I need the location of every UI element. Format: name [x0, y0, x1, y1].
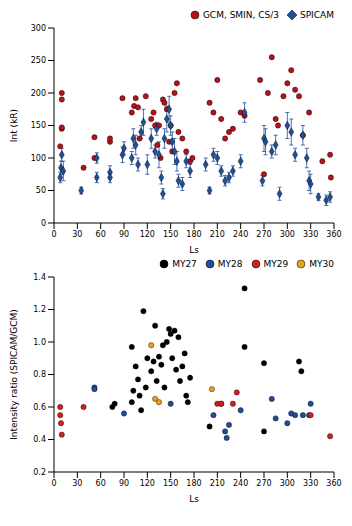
svg-text:210: 210 [210, 479, 225, 488]
svg-text:0: 0 [51, 479, 56, 488]
svg-text:60: 60 [96, 479, 106, 488]
svg-text:100: 100 [31, 154, 46, 163]
svg-text:Ls: Ls [189, 494, 199, 504]
svg-text:200: 200 [31, 89, 46, 98]
svg-text:0.4: 0.4 [33, 435, 46, 444]
svg-text:360: 360 [326, 479, 341, 488]
html-text:MY30: MY30 [309, 259, 334, 269]
svg-text:1.2: 1.2 [33, 305, 46, 314]
svg-text:150: 150 [163, 230, 178, 239]
svg-text:Intensity ratio (SPICAM/GCM): Intensity ratio (SPICAM/GCM) [9, 309, 19, 440]
svg-text:330: 330 [303, 479, 318, 488]
svg-text:90: 90 [119, 479, 129, 488]
svg-text:360: 360 [326, 230, 341, 239]
svg-text:180: 180 [186, 230, 201, 239]
svg-text:0.2: 0.2 [33, 468, 46, 477]
svg-text:120: 120 [140, 479, 155, 488]
svg-text:300: 300 [280, 230, 295, 239]
svg-text:270: 270 [256, 479, 271, 488]
svg-text:300: 300 [31, 24, 46, 33]
svg-text:60: 60 [96, 230, 106, 239]
svg-text:180: 180 [186, 479, 201, 488]
html-text:MY29: MY29 [263, 259, 289, 269]
svg-text:Ls: Ls [189, 245, 199, 255]
svg-text:250: 250 [31, 56, 46, 65]
svg-text:1.0: 1.0 [33, 338, 46, 347]
svg-text:30: 30 [72, 479, 82, 488]
html-text:MY27: MY27 [172, 259, 197, 269]
svg-text:90: 90 [119, 230, 129, 239]
svg-text:150: 150 [31, 121, 46, 130]
svg-text:1.4: 1.4 [33, 273, 46, 282]
svg-text:240: 240 [233, 479, 248, 488]
svg-text:50: 50 [36, 186, 46, 195]
svg-text:0.6: 0.6 [33, 403, 46, 412]
svg-text:Int (kR): Int (kR) [9, 109, 19, 142]
html-text:GCM, SMIN, CS/3: GCM, SMIN, CS/3 [202, 10, 279, 20]
svg-text:270: 270 [256, 230, 271, 239]
svg-text:210: 210 [210, 230, 225, 239]
svg-text:150: 150 [163, 479, 178, 488]
svg-text:330: 330 [303, 230, 318, 239]
svg-text:0.8: 0.8 [33, 370, 46, 379]
svg-text:0: 0 [51, 230, 56, 239]
html-text:MY28: MY28 [217, 259, 243, 269]
svg-text:30: 30 [72, 230, 82, 239]
svg-text:300: 300 [280, 479, 295, 488]
html-text:SPICAM: SPICAM [300, 10, 334, 20]
svg-text:0: 0 [41, 219, 46, 228]
svg-text:240: 240 [233, 230, 248, 239]
svg-text:120: 120 [140, 230, 155, 239]
